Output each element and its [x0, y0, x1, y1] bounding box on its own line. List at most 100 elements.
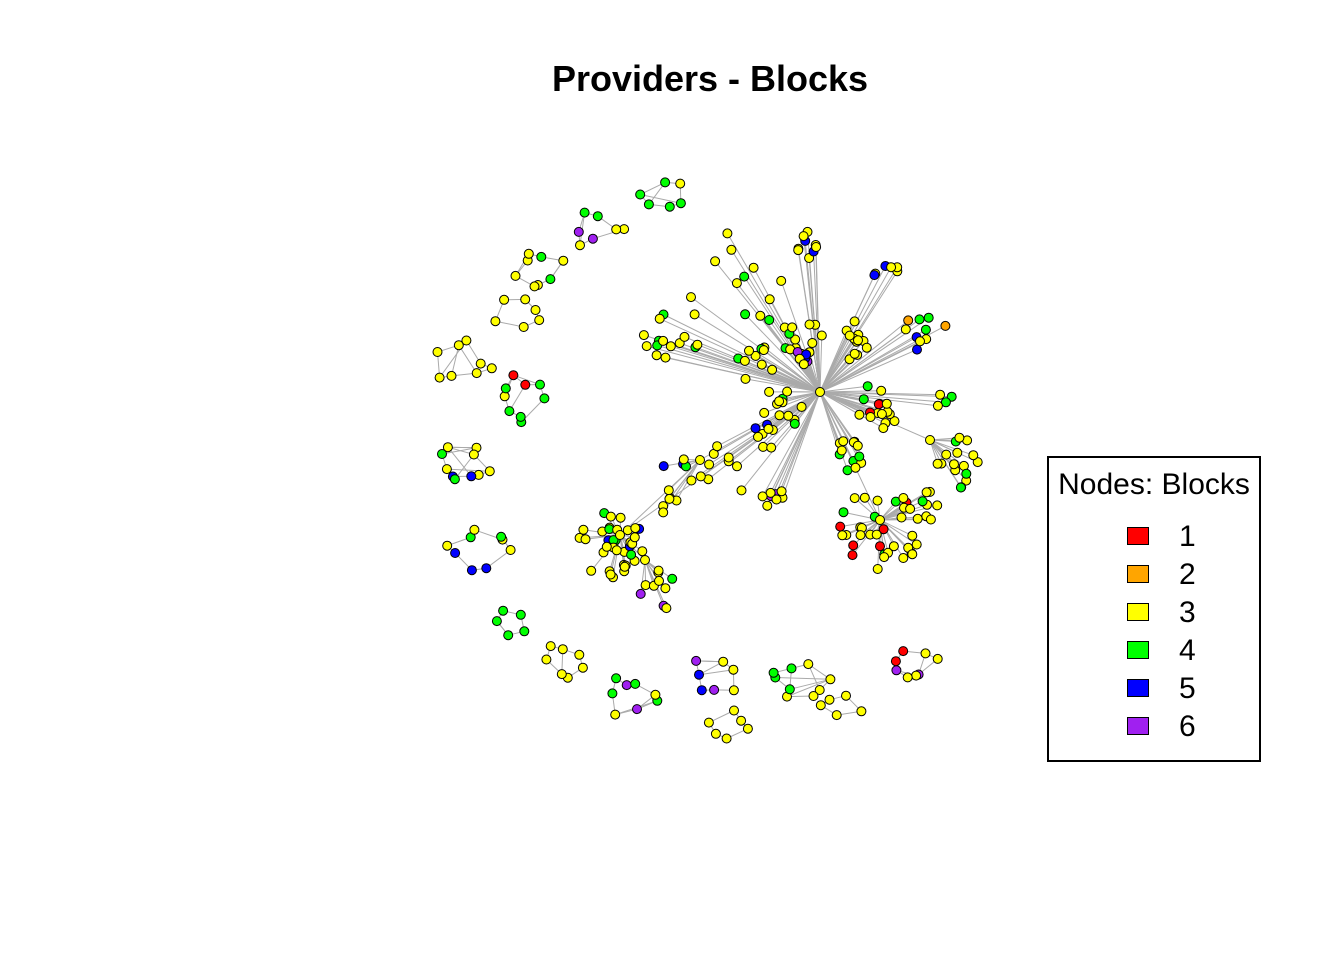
- edge: [819, 385, 868, 393]
- node-block-4: [503, 630, 514, 641]
- node-block-3: [902, 672, 913, 683]
- node-block-3: [499, 294, 510, 305]
- node-block-3: [718, 656, 729, 667]
- node-block-4: [491, 616, 502, 627]
- node-block-3: [872, 495, 883, 506]
- node-block-3: [726, 244, 737, 255]
- node-block-3: [911, 539, 922, 550]
- node-block-3: [469, 524, 480, 535]
- node-block-3: [783, 410, 794, 421]
- node-block-3: [807, 338, 818, 348]
- node-block-3: [808, 691, 819, 701]
- edge: [657, 344, 821, 393]
- node-block-3: [925, 435, 935, 445]
- node-block-3: [888, 541, 899, 552]
- node-block-3: [905, 503, 916, 514]
- node-block-3: [915, 336, 925, 347]
- node-block-3: [722, 228, 733, 239]
- node-block-3: [577, 662, 588, 673]
- node-block-3: [907, 530, 918, 541]
- node-block-4: [764, 315, 775, 325]
- node-block-6: [691, 655, 702, 666]
- legend-swatch: [1127, 679, 1149, 697]
- node-block-3: [825, 674, 836, 685]
- node-block-4: [784, 684, 795, 695]
- node-block-4: [515, 411, 526, 422]
- node-block-3: [875, 515, 885, 525]
- node-block-3: [686, 475, 697, 486]
- node-block-3: [434, 372, 445, 383]
- page-title: Providers - Blocks: [551, 58, 869, 99]
- node-block-3: [534, 315, 545, 326]
- node-block-3: [650, 689, 661, 700]
- node-block-3: [461, 335, 472, 346]
- node-block-3: [748, 262, 759, 273]
- edge: [690, 296, 821, 393]
- legend-label: 6: [1179, 710, 1196, 743]
- node-block-3: [442, 442, 453, 453]
- node-block-4: [920, 324, 931, 335]
- node-block-3: [665, 341, 676, 352]
- node-block-3: [776, 486, 787, 497]
- node-block-4: [660, 177, 671, 188]
- node-block-4: [740, 309, 751, 320]
- node-block-4: [535, 379, 545, 390]
- node-block-3: [468, 449, 479, 460]
- node-block-3: [949, 459, 959, 470]
- node-block-3: [774, 410, 785, 421]
- node-block-3: [911, 670, 922, 681]
- node-block-6: [632, 704, 642, 715]
- edge: [819, 338, 855, 393]
- legend-label: 3: [1179, 596, 1196, 629]
- node-block-3: [759, 407, 770, 418]
- node-block-1: [898, 646, 909, 657]
- node-block-3: [736, 715, 747, 726]
- node-block-3: [782, 386, 793, 397]
- node-block-3: [853, 335, 863, 346]
- node-block-1: [835, 521, 846, 532]
- node-block-4: [579, 207, 590, 218]
- node-block-3: [762, 500, 773, 511]
- node-block-3: [824, 694, 835, 705]
- edge: [508, 384, 526, 412]
- edge: [736, 391, 821, 467]
- node-block-3: [796, 401, 807, 412]
- node-block-3: [932, 500, 943, 511]
- edge: [879, 519, 917, 545]
- node-block-5: [481, 563, 492, 574]
- node-block-3: [954, 432, 965, 443]
- edge: [815, 246, 821, 393]
- node-block-4: [630, 678, 641, 689]
- node-block-3: [815, 387, 825, 397]
- node-block-4: [664, 201, 675, 212]
- node-block-3: [856, 706, 867, 717]
- node-block-3: [838, 436, 849, 447]
- node-block-3: [849, 348, 860, 359]
- node-block-6: [635, 588, 646, 599]
- edge: [446, 468, 490, 472]
- node-block-3: [753, 431, 763, 442]
- node-block-3: [742, 723, 753, 734]
- node-block-5: [466, 565, 477, 576]
- node-block-3: [837, 530, 848, 541]
- node-block-3: [689, 309, 700, 320]
- node-block-3: [728, 685, 739, 696]
- node-block-4: [449, 474, 460, 485]
- legend-swatch: [1127, 717, 1149, 735]
- node-block-5: [912, 344, 922, 355]
- legend-label: 2: [1179, 558, 1196, 591]
- node-block-3: [660, 583, 671, 594]
- node-block-3: [638, 330, 649, 341]
- edge: [780, 280, 821, 393]
- node-block-3: [578, 524, 589, 535]
- node-block-3: [679, 331, 690, 342]
- edge: [640, 194, 682, 204]
- node-block-3: [861, 342, 872, 353]
- node-block-3: [654, 313, 665, 324]
- node-block-4: [539, 393, 550, 404]
- node-block-6: [709, 684, 720, 695]
- edge: [744, 313, 821, 393]
- node-block-3: [736, 485, 747, 496]
- node-block-3: [486, 363, 497, 374]
- node-block-3: [574, 649, 585, 660]
